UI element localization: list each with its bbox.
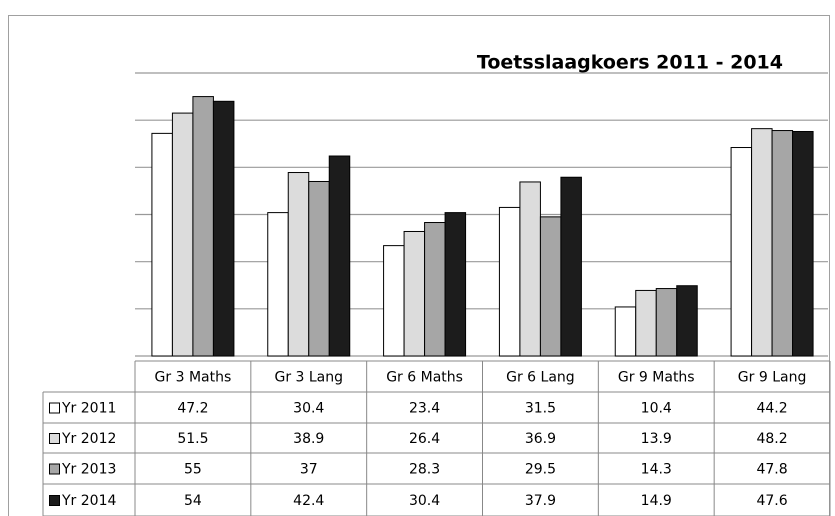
table-value: 31.5 xyxy=(525,401,556,417)
bar xyxy=(444,212,467,357)
table-value: 55 xyxy=(184,462,202,478)
legend-label: Yr 2013 xyxy=(61,462,116,478)
legend-key xyxy=(49,433,60,444)
legend-key xyxy=(49,463,60,475)
bar xyxy=(383,245,405,357)
x-tick-label: Gr 3 Maths xyxy=(155,370,232,386)
bar xyxy=(560,176,582,357)
bar xyxy=(424,222,446,357)
bar xyxy=(792,130,814,357)
legend-label: Yr 2012 xyxy=(61,431,116,447)
legend-label: Yr 2011 xyxy=(61,401,116,417)
x-tick-label: Gr 6 Lang xyxy=(506,370,575,386)
table-value: 26.4 xyxy=(409,431,440,447)
legend-key xyxy=(49,495,60,506)
table-value: 37 xyxy=(300,462,318,478)
table-value: 47.8 xyxy=(756,462,787,478)
table-value: 51.5 xyxy=(177,431,208,447)
table-value: 14.9 xyxy=(641,493,672,509)
table-value: 37.9 xyxy=(525,493,556,509)
bar xyxy=(676,285,698,357)
table-value: 38.9 xyxy=(293,431,324,447)
bar xyxy=(655,288,678,357)
bar xyxy=(635,289,657,357)
table-value: 10.4 xyxy=(641,401,672,417)
bar xyxy=(519,181,541,357)
x-tick-label: Gr 9 Maths xyxy=(618,370,695,386)
bar xyxy=(539,216,562,357)
bar xyxy=(771,130,794,357)
x-tick-label: Gr 9 Lang xyxy=(738,370,807,386)
table-value: 30.4 xyxy=(293,401,324,417)
x-tick-label: Gr 6 Maths xyxy=(386,370,463,386)
bar xyxy=(267,212,289,357)
bar xyxy=(730,147,753,357)
bar xyxy=(287,172,310,357)
bar xyxy=(151,132,173,357)
table-value: 13.9 xyxy=(641,431,672,447)
bar xyxy=(403,230,426,357)
table-value: 36.9 xyxy=(525,431,556,447)
table-value: 48.2 xyxy=(756,431,787,447)
table-value: 23.4 xyxy=(409,401,440,417)
table-value: 42.4 xyxy=(293,493,324,509)
table-value: 14.3 xyxy=(641,462,672,478)
bar xyxy=(751,128,773,357)
x-tick-label: Gr 3 Lang xyxy=(274,370,343,386)
legend-label: Yr 2014 xyxy=(61,493,116,509)
table-value: 47.2 xyxy=(177,401,208,417)
table-value: 29.5 xyxy=(525,462,556,478)
bar xyxy=(212,100,235,357)
table-value: 47.6 xyxy=(756,493,787,509)
table-value: 28.3 xyxy=(409,462,440,478)
bar xyxy=(171,112,194,357)
bar xyxy=(192,96,214,357)
chart-title: Toetsslaagkoers 2011 - 2014 xyxy=(477,52,783,74)
bar xyxy=(308,180,330,357)
table-value: 54 xyxy=(184,493,202,509)
table-value: 30.4 xyxy=(409,493,440,509)
bar xyxy=(614,306,637,357)
bar xyxy=(498,206,521,357)
table-value: 44.2 xyxy=(756,401,787,417)
legend-key xyxy=(49,402,60,414)
bar xyxy=(328,155,351,357)
